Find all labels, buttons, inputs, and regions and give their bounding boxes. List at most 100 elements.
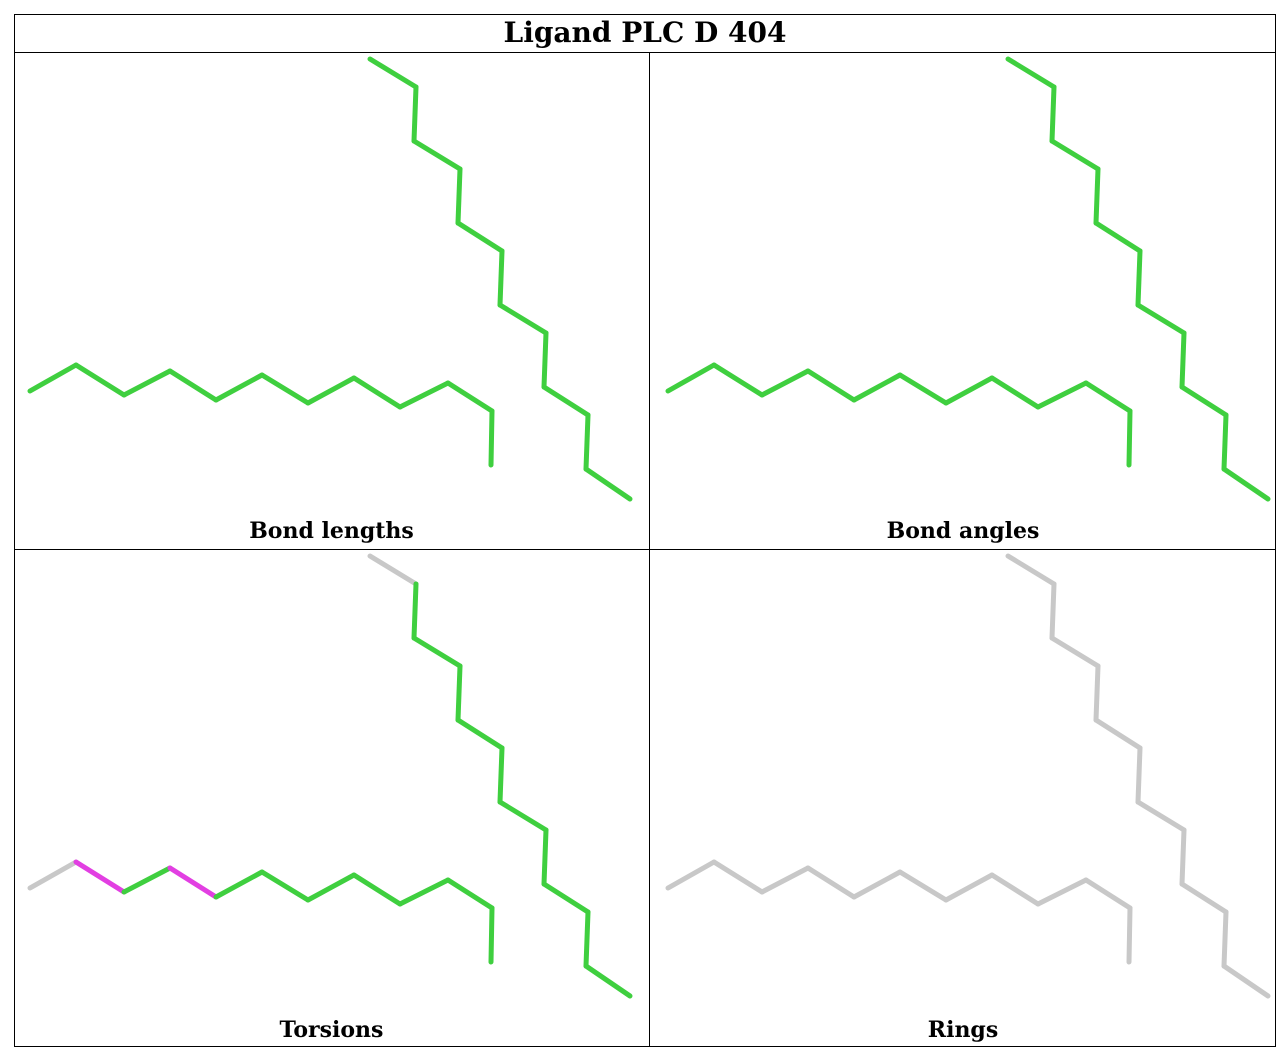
- bond-lengths-chain-b-bond-3: [414, 141, 460, 169]
- bond-lengths-chain-b-bond-8: [544, 333, 546, 387]
- bond-angles-chain-a-bond-7: [946, 378, 992, 403]
- torsions-chain-b-bond-8: [544, 830, 546, 884]
- panel-torsions: [14, 550, 649, 1047]
- rings-chain-a-bond-8: [992, 875, 1038, 904]
- torsions-chain-b-bond-10: [586, 912, 588, 966]
- bond-lengths-chain-a-bond-3: [124, 371, 170, 395]
- bond-lengths-chain-a-bond-11: [491, 411, 492, 465]
- torsions-chain-b-bond-2: [414, 584, 416, 638]
- rings-chain-a-bond-1: [668, 862, 714, 888]
- bond-angles-chain-a-bond-2: [714, 365, 762, 395]
- bond-angles-chain-b-bond-2: [1052, 87, 1054, 141]
- rings-chain-a-bond-4: [808, 868, 854, 897]
- rings-chain-a-bond-7: [946, 875, 992, 900]
- bond-lengths-chain-b-bond-4: [458, 169, 460, 223]
- rings-chain-a-bond-9: [1038, 880, 1086, 904]
- rings-chain-b-bond-3: [1052, 638, 1098, 666]
- torsions-chain-a-bond-11: [491, 908, 492, 962]
- bond-angles-chain-a-bond-6: [900, 375, 946, 403]
- bond-angles-chain-b-bond-11: [1224, 469, 1268, 499]
- torsions-chain-b-bond-7: [500, 802, 546, 830]
- torsions-chain-b-bond-4: [458, 666, 460, 720]
- bond-angles-chain-b-bond-1: [1008, 59, 1054, 87]
- torsions-chain-b-bond-5: [458, 720, 502, 748]
- torsions-chain-a-bond-5: [216, 872, 262, 897]
- bond-lengths-chain-b-bond-6: [500, 251, 502, 305]
- torsions-chain-a-bond-9: [400, 880, 448, 904]
- torsions-chain-a-bond-6: [262, 872, 308, 900]
- bond-angles-chain-a-bond-11: [1129, 411, 1130, 465]
- bond-angles-chain-b-bond-9: [1182, 387, 1226, 415]
- rings-chain-a-bond-5: [854, 872, 900, 897]
- rings-chain-b-bond-8: [1182, 830, 1184, 884]
- torsions-chain-a-bond-7: [308, 875, 354, 900]
- bond-lengths-molecule: [14, 53, 649, 513]
- bond-lengths-chain-a-bond-10: [448, 383, 492, 411]
- caption-bond-lengths: Bond lengths: [14, 518, 649, 544]
- torsions-chain-a-bond-4: [170, 868, 216, 897]
- bond-angles-chain-a-bond-4: [808, 371, 854, 400]
- torsions-chain-a-bond-8: [354, 875, 400, 904]
- bond-angles-chain-a-bond-1: [668, 365, 714, 391]
- torsions-molecule: [14, 550, 649, 1010]
- torsions-chain-a-bond-1: [30, 862, 76, 888]
- caption-bond-angles: Bond angles: [650, 518, 1276, 544]
- rings-chain-b-bond-10: [1224, 912, 1226, 966]
- bond-angles-chain-b-bond-6: [1138, 251, 1140, 305]
- rings-chain-a-bond-2: [714, 862, 762, 892]
- bond-angles-chain-b-bond-3: [1052, 141, 1098, 169]
- figure-title: Ligand PLC D 404: [14, 14, 1276, 52]
- bond-lengths-chain-a-bond-8: [354, 378, 400, 407]
- bond-lengths-chain-b-bond-2: [414, 87, 416, 141]
- rings-chain-b-bond-1: [1008, 556, 1054, 584]
- torsions-chain-b-bond-9: [544, 884, 588, 912]
- bond-lengths-chain-b-bond-1: [370, 59, 416, 87]
- panel-bond-angles: [650, 53, 1276, 549]
- bond-lengths-chain-a-bond-2: [76, 365, 124, 395]
- torsions-chain-a-bond-10: [448, 880, 492, 908]
- bond-angles-molecule: [650, 53, 1276, 513]
- rings-chain-a-bond-10: [1086, 880, 1130, 908]
- rings-chain-b-bond-11: [1224, 966, 1268, 996]
- bond-angles-chain-a-bond-3: [762, 371, 808, 395]
- torsions-chain-b-bond-6: [500, 748, 502, 802]
- bond-lengths-chain-a-bond-7: [308, 378, 354, 403]
- bond-lengths-chain-b-bond-10: [586, 415, 588, 469]
- rings-molecule: [650, 550, 1276, 1010]
- bond-angles-chain-b-bond-5: [1096, 223, 1140, 251]
- caption-torsions: Torsions: [14, 1017, 649, 1043]
- bond-angles-chain-a-bond-8: [992, 378, 1038, 407]
- bond-angles-chain-b-bond-10: [1224, 415, 1226, 469]
- torsions-chain-b-bond-1: [370, 556, 416, 584]
- torsions-chain-a-bond-2: [76, 862, 124, 892]
- bond-lengths-chain-b-bond-11: [586, 469, 630, 499]
- bond-lengths-chain-a-bond-5: [216, 375, 262, 400]
- rings-chain-b-bond-6: [1138, 748, 1140, 802]
- bond-lengths-chain-b-bond-9: [544, 387, 588, 415]
- bond-lengths-chain-a-bond-9: [400, 383, 448, 407]
- rings-chain-b-bond-9: [1182, 884, 1226, 912]
- bond-lengths-chain-a-bond-4: [170, 371, 216, 400]
- bond-angles-chain-a-bond-9: [1038, 383, 1086, 407]
- rings-chain-b-bond-7: [1138, 802, 1184, 830]
- rings-chain-a-bond-11: [1129, 908, 1130, 962]
- caption-rings: Rings: [650, 1017, 1276, 1043]
- bond-angles-chain-b-bond-4: [1096, 169, 1098, 223]
- bond-angles-chain-b-bond-7: [1138, 305, 1184, 333]
- bond-angles-chain-a-bond-5: [854, 375, 900, 400]
- panel-rings: [650, 550, 1276, 1047]
- bond-lengths-chain-a-bond-6: [262, 375, 308, 403]
- rings-chain-a-bond-6: [900, 872, 946, 900]
- rings-chain-b-bond-5: [1096, 720, 1140, 748]
- torsions-chain-b-bond-3: [414, 638, 460, 666]
- bond-angles-chain-b-bond-8: [1182, 333, 1184, 387]
- bond-lengths-chain-b-bond-5: [458, 223, 502, 251]
- bond-lengths-chain-a-bond-1: [30, 365, 76, 391]
- torsions-chain-a-bond-3: [124, 868, 170, 892]
- bond-lengths-chain-b-bond-7: [500, 305, 546, 333]
- rings-chain-a-bond-3: [762, 868, 808, 892]
- bond-angles-chain-a-bond-10: [1086, 383, 1130, 411]
- rings-chain-b-bond-4: [1096, 666, 1098, 720]
- torsions-chain-b-bond-11: [586, 966, 630, 996]
- panel-bond-lengths: [14, 53, 649, 549]
